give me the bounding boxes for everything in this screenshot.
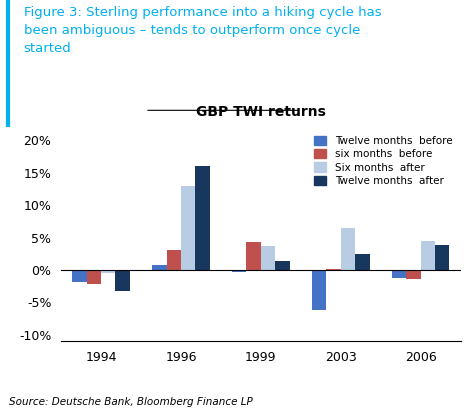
Bar bbox=[116, 270, 130, 291]
Bar bbox=[196, 166, 210, 270]
Bar bbox=[72, 270, 86, 282]
Bar bbox=[275, 261, 290, 270]
Bar bbox=[261, 246, 275, 270]
Bar bbox=[312, 270, 326, 310]
Text: Figure 3: Sterling performance into a hiking cycle has
been ambiguous – tends to: Figure 3: Sterling performance into a hi… bbox=[24, 6, 381, 55]
Bar bbox=[246, 242, 261, 270]
Bar bbox=[435, 245, 449, 270]
Bar bbox=[86, 270, 101, 284]
Title: GBP TWI returns: GBP TWI returns bbox=[196, 105, 326, 119]
Bar bbox=[326, 269, 341, 270]
Bar bbox=[355, 254, 369, 270]
Bar bbox=[406, 270, 421, 279]
Bar bbox=[232, 270, 246, 272]
Legend: Twelve months  before, six months  before, Six months  after, Twelve months  aft: Twelve months before, six months before,… bbox=[311, 133, 455, 189]
Bar bbox=[101, 270, 116, 273]
Text: Source: Deutsche Bank, Bloomberg Finance LP: Source: Deutsche Bank, Bloomberg Finance… bbox=[9, 397, 253, 407]
Bar bbox=[166, 250, 181, 270]
Bar bbox=[181, 186, 196, 270]
Bar bbox=[421, 241, 435, 270]
Bar bbox=[392, 270, 406, 278]
Bar bbox=[152, 266, 166, 270]
Bar bbox=[341, 228, 355, 270]
